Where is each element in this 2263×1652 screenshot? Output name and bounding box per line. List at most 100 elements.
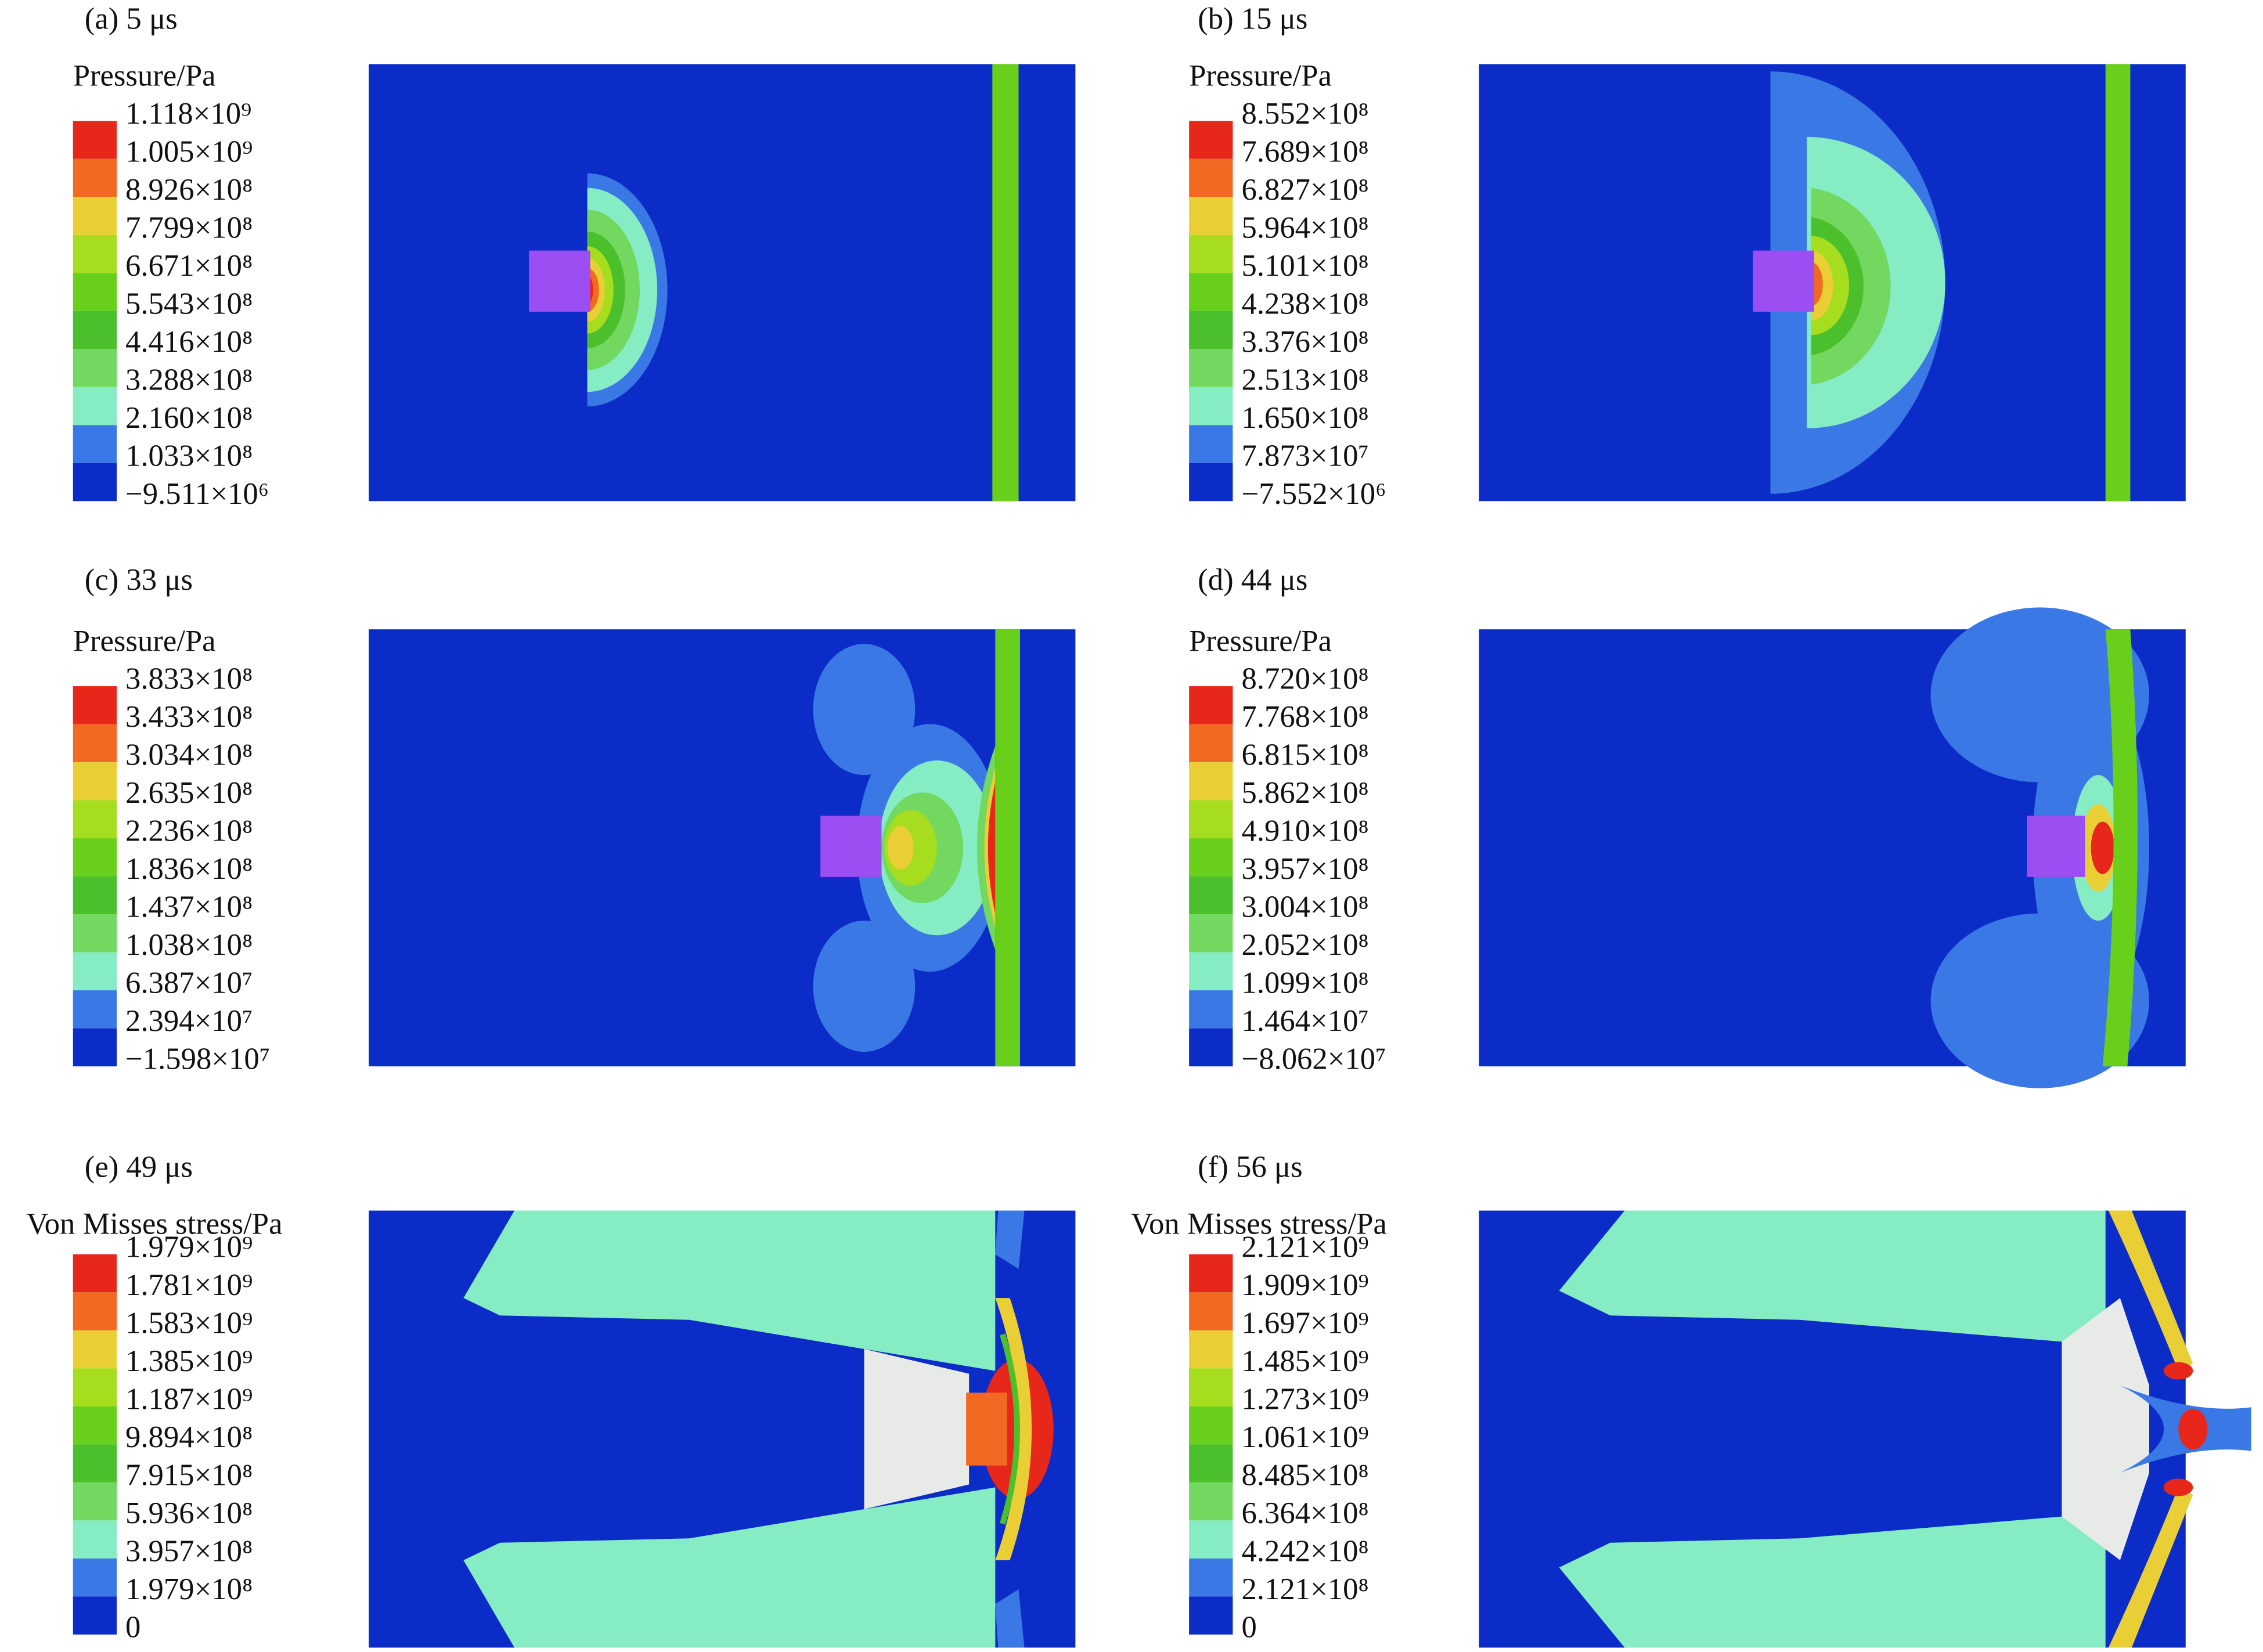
legend-label: 3.004×10⁸ xyxy=(1241,890,1368,924)
legend-swatch xyxy=(1189,387,1233,425)
legend-label: 4.242×10⁸ xyxy=(1241,1534,1368,1568)
legend-label: 2.160×10⁸ xyxy=(125,401,253,435)
legend-label: −8.062×10⁷ xyxy=(1241,1043,1386,1076)
legend-swatch xyxy=(1189,1028,1233,1067)
legend-label: 5.936×10⁸ xyxy=(125,1496,253,1530)
legend-swatch xyxy=(1189,1596,1233,1635)
legend-swatch xyxy=(1189,724,1233,763)
legend-label: 7.768×10⁸ xyxy=(1241,700,1368,734)
legend-label: −9.511×10⁶ xyxy=(125,477,269,511)
legend-swatch xyxy=(73,914,117,953)
legend-label: 1.464×10⁷ xyxy=(1241,1004,1368,1038)
contour-plot xyxy=(1479,607,2186,1088)
legend-swatch xyxy=(1189,1444,1233,1483)
legend-swatch xyxy=(73,349,117,387)
panel-label: (f) 56 μs xyxy=(1198,1150,1302,1184)
legend-label: 1.979×10⁹ xyxy=(125,1230,253,1264)
legend-title: Von Misses stress/Pa xyxy=(26,1207,282,1240)
legend-swatch xyxy=(73,800,117,839)
legend-swatch xyxy=(1189,158,1233,197)
legend-swatch xyxy=(73,1558,117,1597)
legend-label: 6.827×10⁸ xyxy=(1241,173,1368,207)
legend-swatch xyxy=(1189,463,1233,502)
legend-label: 7.799×10⁸ xyxy=(125,211,253,244)
panel-label: (c) 33 μs xyxy=(85,563,193,597)
contour-plot xyxy=(369,64,1076,502)
legend-title: Pressure/Pa xyxy=(1189,59,1332,93)
legend-label: 3.957×10⁸ xyxy=(125,1534,253,1568)
legend-swatch xyxy=(73,197,117,235)
legend-label: 1.038×10⁸ xyxy=(125,928,253,962)
panel-label: (b) 15 μs xyxy=(1198,2,1307,36)
legend-label: 6.815×10⁸ xyxy=(1241,738,1368,772)
legend-swatch xyxy=(73,952,117,991)
legend-swatch xyxy=(1189,990,1233,1029)
legend-label: 3.376×10⁸ xyxy=(1241,325,1368,359)
legend-swatch xyxy=(73,273,117,311)
legend-label: 5.964×10⁸ xyxy=(1241,211,1368,244)
legend-label: 8.720×10⁸ xyxy=(1241,662,1368,696)
contour-plot xyxy=(1479,64,2186,502)
legend-label: 1.979×10⁸ xyxy=(125,1572,253,1606)
legend-swatch xyxy=(73,158,117,197)
legend-swatch xyxy=(1189,1520,1233,1559)
legend-swatch xyxy=(1189,1330,1233,1369)
panel-label: (a) 5 μs xyxy=(85,2,178,36)
legend-title: Pressure/Pa xyxy=(1189,624,1332,658)
legend-swatch xyxy=(1189,952,1233,991)
legend-swatch xyxy=(1189,1558,1233,1597)
legend-swatch xyxy=(1189,425,1233,463)
legend-swatch xyxy=(1189,686,1233,724)
legend-label: 2.236×10⁸ xyxy=(125,814,253,848)
legend-swatch xyxy=(73,425,117,463)
legend-label: 1.650×10⁸ xyxy=(1241,401,1368,435)
legend-label: 7.689×10⁸ xyxy=(1241,135,1368,168)
legend-label: 4.416×10⁸ xyxy=(125,325,253,359)
legend-swatch xyxy=(1189,1406,1233,1445)
legend-label: 1.005×10⁹ xyxy=(125,135,253,168)
legend-label: 6.387×10⁷ xyxy=(125,966,253,1000)
panel: (a) 5 μs Pressure/Pa 1.118×10⁹ 1.005×10⁹ 8… xyxy=(73,2,1076,511)
contour-plot xyxy=(369,629,1076,1067)
legend-swatch xyxy=(1189,1254,1233,1293)
legend-swatch xyxy=(1189,762,1233,800)
legend-label: 2.121×10⁸ xyxy=(1241,1572,1368,1606)
legend-label: 2.513×10⁸ xyxy=(1241,363,1368,396)
legend-label: 1.187×10⁹ xyxy=(125,1382,253,1416)
legend-label: 1.118×10⁹ xyxy=(125,97,251,131)
legend-swatch xyxy=(73,1330,117,1369)
panel: (e) 49 μs Von Misses stress/Pa 1.979×10⁹… xyxy=(26,1150,1076,1648)
legend-title: Von Misses stress/Pa xyxy=(1131,1207,1387,1240)
legend-swatch xyxy=(1189,1482,1233,1521)
panel-label: (e) 49 μs xyxy=(85,1150,193,1184)
panel: (b) 15 μs Pressure/Pa 8.552×10⁸ 7.689×10⁸… xyxy=(1189,2,2186,511)
legend-label: 1.273×10⁹ xyxy=(1241,1382,1368,1416)
legend-swatch xyxy=(73,762,117,800)
legend-swatch xyxy=(73,1254,117,1293)
legend-label: 1.781×10⁹ xyxy=(125,1268,253,1302)
panel-label: (d) 44 μs xyxy=(1198,563,1307,597)
legend-swatch xyxy=(1189,311,1233,349)
legend-label: 3.034×10⁸ xyxy=(125,738,253,772)
legend-label: 1.033×10⁸ xyxy=(125,439,253,472)
legend-label: 6.364×10⁸ xyxy=(1241,1496,1368,1530)
legend-swatch xyxy=(73,838,117,877)
legend-swatch xyxy=(73,1368,117,1406)
legend-label: −1.598×10⁷ xyxy=(125,1043,270,1076)
legend-swatch xyxy=(73,1406,117,1445)
legend-label: 8.485×10⁸ xyxy=(1241,1458,1368,1492)
legend-label: 1.909×10⁹ xyxy=(1241,1268,1368,1302)
legend-label: 6.671×10⁸ xyxy=(125,249,253,283)
legend-swatch xyxy=(1189,914,1233,953)
legend-label: 4.910×10⁸ xyxy=(1241,814,1368,848)
legend-swatch xyxy=(1189,1292,1233,1330)
legend-label: 0 xyxy=(125,1610,140,1644)
legend-swatch xyxy=(1189,197,1233,235)
legend-swatch xyxy=(73,1028,117,1067)
legend-swatch xyxy=(1189,349,1233,387)
legend-swatch xyxy=(73,311,117,349)
legend-label: 1.099×10⁸ xyxy=(1241,966,1368,1000)
panel: (f) 56 μs Von Misses stress/Pa 2.121×10⁹… xyxy=(1131,1150,2251,1648)
legend-label: 5.862×10⁸ xyxy=(1241,776,1368,810)
